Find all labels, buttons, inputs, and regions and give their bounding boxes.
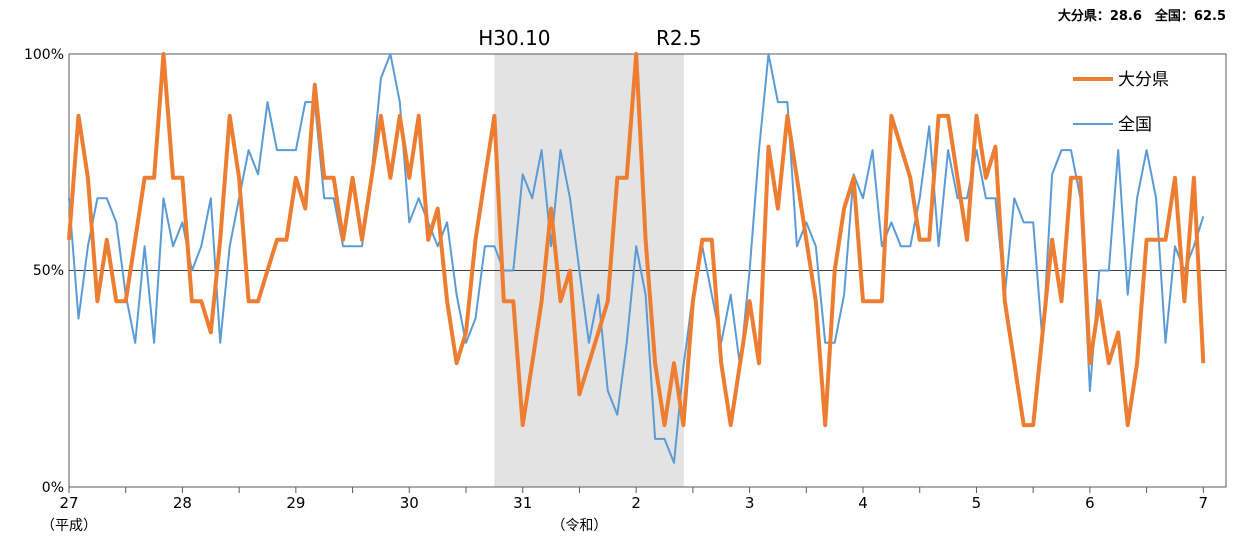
band-start-label: H30.10	[478, 26, 550, 50]
x-tick-label: 30	[400, 494, 419, 512]
x-tick-label: 6	[1085, 494, 1095, 512]
ytick-label-100: 100%	[24, 47, 64, 63]
legend: 大分県 全国	[1073, 70, 1169, 135]
ytick-label-50: 50%	[33, 263, 64, 279]
x-tick-label: 3	[745, 494, 755, 512]
summary-text: 大分県：28.6 全国：62.5	[1058, 8, 1226, 24]
x-tick-label: 5	[972, 494, 982, 512]
series-line-oita	[67, 52, 1206, 428]
era-label-reiwa: （令和）	[551, 518, 607, 534]
x-tick-label: 28	[173, 494, 192, 512]
x-tick-label: 7	[1199, 494, 1209, 512]
legend-label-oita: 大分県	[1118, 70, 1169, 90]
ytick-label-0: 0%	[42, 480, 64, 496]
x-tick-label: 4	[858, 494, 868, 512]
era-label-heisei: （平成）	[41, 518, 97, 534]
legend-label-national: 全国	[1118, 115, 1152, 135]
x-tick-label: 27	[59, 494, 78, 512]
x-tick-label: 2	[631, 494, 641, 512]
series-line-national	[68, 53, 1205, 464]
x-tick-label: 31	[513, 494, 532, 512]
x-tick-label: 29	[286, 494, 305, 512]
band-end-label: R2.5	[656, 26, 702, 50]
